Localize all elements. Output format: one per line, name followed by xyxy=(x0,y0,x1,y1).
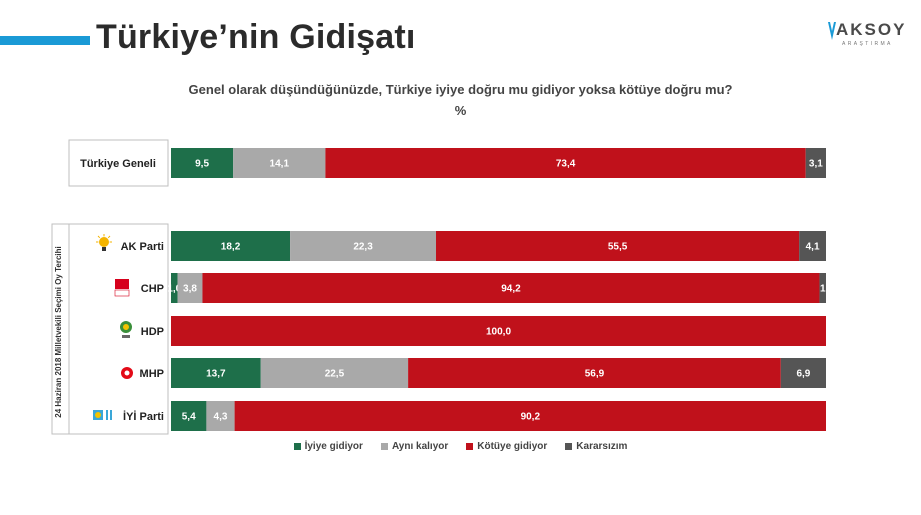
bar-i-yi-parti-series-1 xyxy=(206,401,235,431)
bar-ak-parti-series-3 xyxy=(799,231,826,261)
legend-swatch xyxy=(565,443,573,450)
chart-unit: % xyxy=(454,103,467,118)
legend-item: Aynı kalıyor xyxy=(380,441,449,452)
bar-ak-parti-series-0 xyxy=(171,231,291,261)
hdp-logo-icon xyxy=(120,321,132,338)
bar-hdp-series-2 xyxy=(171,316,826,346)
bar-chp-series-3 xyxy=(819,273,826,303)
bar-value-label: 22,3 xyxy=(353,242,373,253)
iyi-parti-logo-icon xyxy=(93,410,112,420)
bar-value-label: 14,1 xyxy=(270,159,290,170)
ak-parti-logo-icon xyxy=(96,234,112,251)
legend-label: İyiye gidiyor xyxy=(304,441,363,452)
bar-t-rkiye-geneli-series-3 xyxy=(805,148,826,178)
category-label: CHP xyxy=(141,283,164,295)
bar-ak-parti-series-1 xyxy=(290,231,437,261)
bar-value-label: 73,4 xyxy=(556,159,576,170)
chart-title: Genel olarak düşündüğünüzde, Türkiye iyi… xyxy=(188,82,733,97)
bar-value-label: 22,5 xyxy=(325,369,345,380)
bar-i-yi-parti-series-2 xyxy=(234,401,826,431)
bar-t-rkiye-geneli-series-1 xyxy=(233,148,326,178)
bar-value-label: 5,4 xyxy=(182,412,196,423)
bar-value-label: 94,2 xyxy=(501,284,521,295)
bar-value-label: 9,5 xyxy=(195,159,209,170)
category-label: MHP xyxy=(140,368,164,380)
bar-i-yi-parti-series-0 xyxy=(171,401,207,431)
bar-mhp-series-1 xyxy=(260,358,409,388)
bar-value-label: 6,9 xyxy=(796,369,810,380)
bar-value-label: 18,2 xyxy=(221,242,241,253)
legend-label: Kötüye gidiyor xyxy=(477,441,548,452)
category-label: AK Parti xyxy=(121,241,164,253)
side-axis-label: 24 Haziran 2018 Milletvekili Seçimi Oy T… xyxy=(54,246,63,418)
legend-label: Kararsızım xyxy=(576,441,628,452)
category-label: HDP xyxy=(141,326,164,338)
legend-swatch xyxy=(380,443,388,450)
bar-mhp-series-0 xyxy=(171,358,261,388)
bar-value-label: 3,1 xyxy=(809,159,823,170)
bar-t-rkiye-geneli-series-0 xyxy=(171,148,234,178)
stacked-bar-chart: 9,5 14,1 73,4 3,1 18,2 22,3 55,5 4,1 1,0 3,8 94,2 1… xyxy=(51,139,826,435)
bar-value-label: 1,0 xyxy=(167,284,181,295)
category-label: İYİ Parti xyxy=(123,410,164,423)
bar-value-label: 90,2 xyxy=(521,412,541,423)
chart-legend: İyiye gidiyor Aynı kalıyor Kötüye gidiyor K… xyxy=(0,441,921,452)
bar-t-rkiye-geneli-series-2 xyxy=(325,148,806,178)
logo-subtext: ARAŞTIRMA xyxy=(842,41,893,47)
bar-value-label: 55,5 xyxy=(608,242,628,253)
bar-value-label: 1 xyxy=(820,284,826,295)
bar-mhp-series-2 xyxy=(408,358,781,388)
bar-value-label: 56,9 xyxy=(585,369,605,380)
legend-swatch xyxy=(293,443,301,450)
logo-text: AKSOY xyxy=(836,20,907,39)
frame-side-label xyxy=(51,223,70,435)
legend-label: Aynı kalıyor xyxy=(391,441,449,452)
category-label: Türkiye Geneli xyxy=(80,158,156,170)
mhp-logo-icon xyxy=(121,367,133,379)
bar-chp-series-0 xyxy=(171,273,178,303)
logo-mark-icon xyxy=(828,22,836,40)
bar-value-label: 4,3 xyxy=(214,412,228,423)
bar-value-label: 100,0 xyxy=(486,327,511,338)
legend-item: Kararsızım xyxy=(565,441,627,452)
bar-value-label: 3,8 xyxy=(183,284,197,295)
brand-logo: AKSOY ARAŞTIRMA xyxy=(828,20,908,60)
page-title: Türkiye’nin Gidişatı xyxy=(96,18,416,56)
bar-chp-series-1 xyxy=(177,273,203,303)
bar-ak-parti-series-2 xyxy=(436,231,800,261)
frame-overall xyxy=(68,139,169,187)
bar-chp-series-2 xyxy=(202,273,820,303)
bar-value-label: 13,7 xyxy=(206,369,226,380)
legend-item: Kötüye gidiyor xyxy=(466,441,547,452)
legend-swatch xyxy=(466,443,474,450)
title-accent-bar xyxy=(0,36,90,45)
legend-item: İyiye gidiyor xyxy=(293,441,363,452)
bar-value-label: 4,1 xyxy=(806,242,820,253)
bar-mhp-series-3 xyxy=(780,358,826,388)
chp-logo-icon xyxy=(114,279,130,297)
